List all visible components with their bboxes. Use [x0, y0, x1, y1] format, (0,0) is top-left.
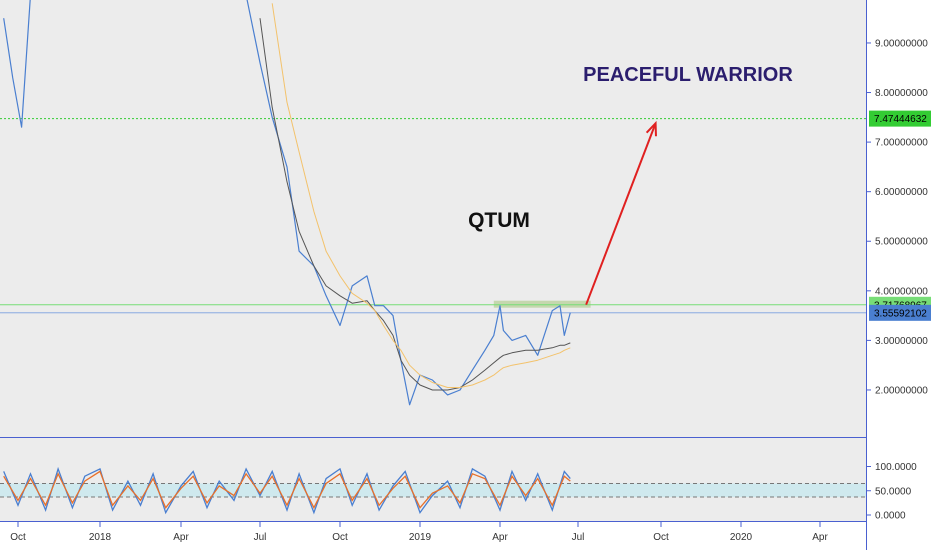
projection-arrow-head[interactable] [645, 120, 657, 137]
price-axis-panel[interactable] [866, 0, 932, 550]
projection-arrow-line[interactable] [585, 122, 657, 306]
time-axis-label: Oct [332, 532, 348, 543]
price-axis-label: 2.00000000 [875, 385, 928, 396]
target-price-tag-label: 7.47444632 [874, 114, 927, 125]
time-axis-panel[interactable] [0, 522, 866, 550]
current-price-tag-label: 3.55592102 [874, 308, 927, 319]
time-axis-label: 2019 [409, 532, 432, 543]
target-price-tag[interactable] [869, 110, 931, 127]
symbol-annotation[interactable]: QTUM [468, 209, 530, 232]
time-axis-label: Jul [254, 532, 267, 543]
oscillator-axis-label: 0.0000 [875, 511, 906, 522]
stochastic-d-line[interactable] [3, 470, 571, 510]
time-axis-label: 2018 [89, 532, 112, 543]
time-axis-label: 2020 [730, 532, 753, 543]
price-axis-label: 5.00000000 [875, 237, 928, 248]
time-axis-label: Apr [492, 532, 508, 543]
price-axis-label: 6.00000000 [875, 187, 928, 198]
current-price-tag[interactable] [869, 304, 931, 321]
time-axis-label: Jul [572, 532, 585, 543]
price-axis-label: 8.00000000 [875, 88, 928, 99]
time-axis-label: Oct [653, 532, 669, 543]
time-axis-label: Apr [812, 532, 828, 543]
oscillator-pane-background [0, 438, 866, 522]
price-axis-label: 7.00000000 [875, 138, 928, 149]
oscillator-axis-label: 50.0000 [875, 486, 912, 497]
main-pane-background [0, 0, 866, 437]
slow-moving-average-line[interactable] [271, 3, 571, 388]
oscillator-axis-label: 100.0000 [875, 462, 917, 473]
time-axis-label: Oct [10, 532, 26, 543]
headline-annotation[interactable]: PEACEFUL WARRIOR [583, 64, 793, 86]
price-axis-label: 9.00000000 [875, 38, 928, 49]
fast-moving-average-line[interactable] [259, 18, 571, 391]
time-axis-label: Apr [173, 532, 189, 543]
price-axis-label: 3.00000000 [875, 336, 928, 347]
price-axis-label: 4.00000000 [875, 286, 928, 297]
resistance-zone[interactable] [493, 300, 591, 308]
